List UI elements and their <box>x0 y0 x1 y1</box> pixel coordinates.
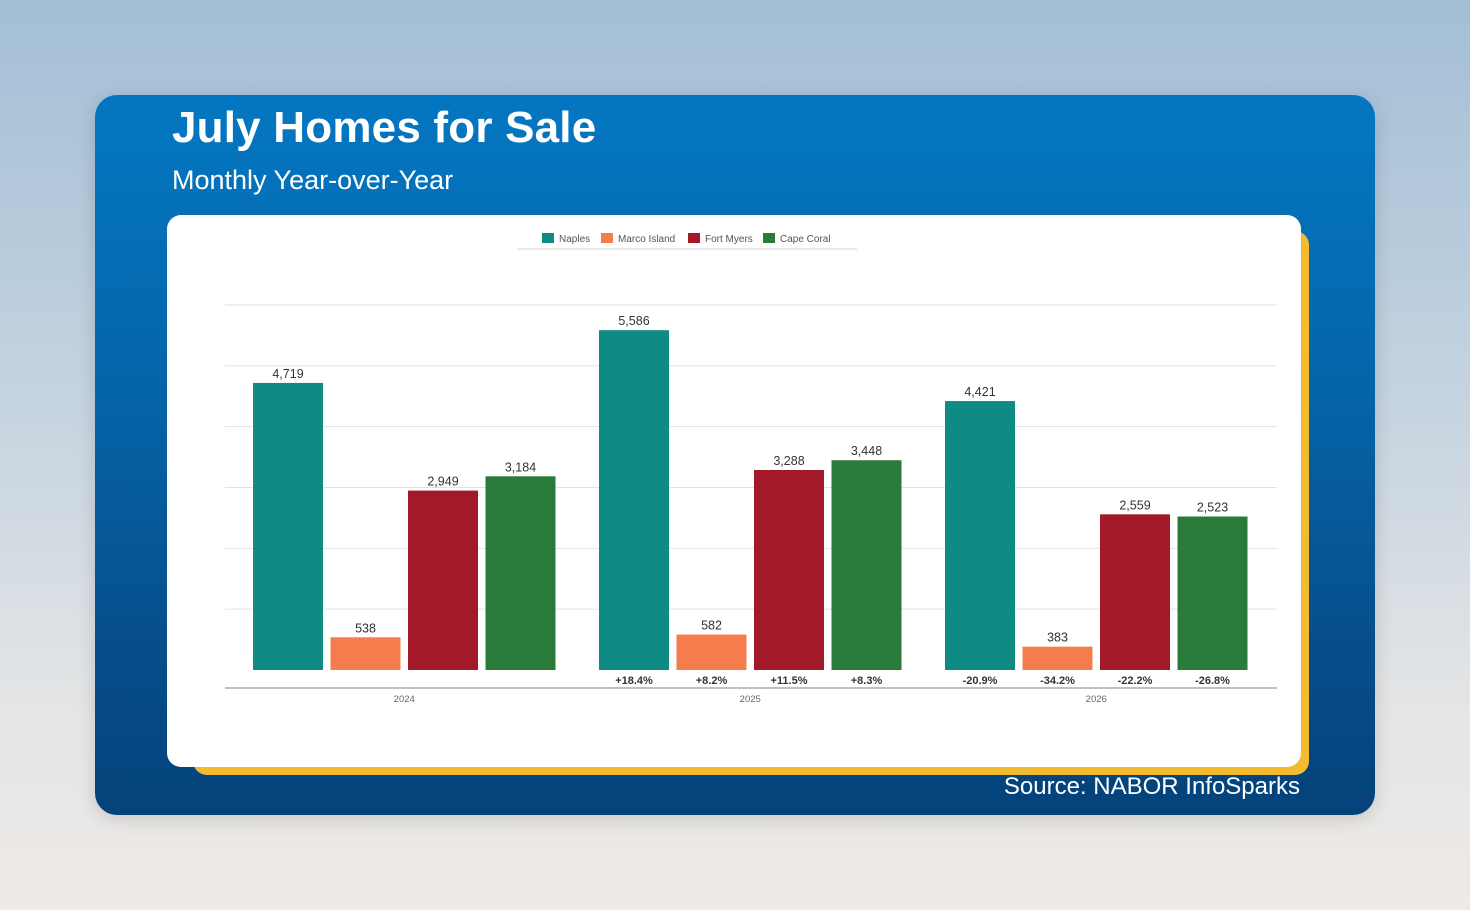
bar <box>330 637 401 670</box>
legend-swatch <box>688 233 700 243</box>
bar <box>1022 646 1093 670</box>
change-label: +8.2% <box>696 675 728 687</box>
data-label: 5,586 <box>618 314 649 328</box>
data-label: 2,949 <box>427 475 458 489</box>
data-label: 3,288 <box>773 454 804 468</box>
bar <box>253 382 323 670</box>
data-label: 582 <box>701 619 722 633</box>
slide-subtitle: Monthly Year-over-Year <box>172 165 454 195</box>
bar <box>1177 516 1248 670</box>
x-tick-label: 2024 <box>394 694 415 705</box>
change-label: -26.8% <box>1195 675 1230 687</box>
data-label: 4,421 <box>964 385 995 399</box>
bar <box>831 460 902 670</box>
data-label: 538 <box>355 621 376 635</box>
source-note: Source: NABOR InfoSparks <box>1003 773 1300 800</box>
bar <box>676 634 747 670</box>
bar <box>485 476 556 670</box>
legend-label: Naples <box>559 234 590 245</box>
bar <box>599 330 669 670</box>
change-label: +18.4% <box>615 675 653 687</box>
legend-swatch <box>542 233 554 243</box>
change-label: -20.9% <box>963 675 998 687</box>
legend-label: Cape Coral <box>780 234 831 245</box>
change-label: -34.2% <box>1040 675 1075 687</box>
change-label: +11.5% <box>770 675 807 687</box>
bar-chart: Naples Marco Island Fort Myers Cape Coral 4,… <box>225 233 1277 705</box>
x-tick-label: 2026 <box>1086 694 1107 705</box>
bar <box>754 469 824 670</box>
data-label: 3,448 <box>851 444 882 458</box>
bar <box>945 401 1015 670</box>
slide: July Homes for Sale Monthly Year-over-Ye… <box>95 95 1375 815</box>
data-label: 4,719 <box>272 367 303 381</box>
change-label: +8.3% <box>851 675 883 687</box>
data-label: 383 <box>1047 631 1068 645</box>
x-tick-label: 2025 <box>740 694 761 705</box>
slide-title: July Homes for Sale <box>172 103 597 152</box>
legend-label: Fort Myers <box>705 234 753 245</box>
data-label: 3,184 <box>505 460 536 474</box>
data-label: 2,523 <box>1197 501 1228 515</box>
change-label: -22.2% <box>1118 675 1153 687</box>
legend-label: Marco Island <box>618 234 675 245</box>
chart-card: Naples Marco Island Fort Myers Cape Coral 4,… <box>167 215 1301 767</box>
legend-swatch <box>763 233 775 243</box>
bar <box>408 490 478 670</box>
legend-swatch <box>601 233 613 243</box>
bar <box>1100 514 1170 670</box>
data-label: 2,559 <box>1119 498 1150 512</box>
